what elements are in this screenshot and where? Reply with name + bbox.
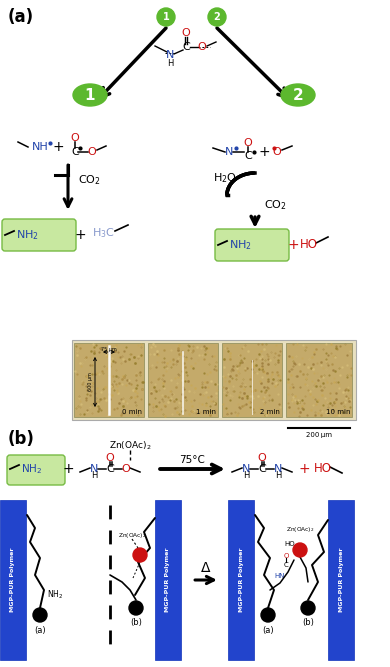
- Text: O: O: [182, 28, 190, 38]
- Bar: [148, 343, 218, 417]
- Bar: [74, 343, 144, 417]
- FancyBboxPatch shape: [2, 219, 76, 251]
- Text: C: C: [258, 464, 266, 474]
- Text: O: O: [71, 133, 80, 143]
- Text: HO: HO: [300, 239, 318, 251]
- Circle shape: [301, 601, 315, 615]
- Text: +: +: [298, 462, 310, 476]
- Text: MGP-PUR Polymer: MGP-PUR Polymer: [239, 548, 243, 612]
- Text: O: O: [106, 453, 114, 463]
- Text: O: O: [198, 42, 206, 52]
- Text: MGP-PUR Polymer: MGP-PUR Polymer: [165, 548, 170, 612]
- Circle shape: [33, 608, 47, 622]
- Bar: [286, 343, 352, 417]
- Bar: [328, 500, 354, 660]
- Text: O: O: [122, 464, 130, 474]
- Text: $\mathrm{Zn(OAc)_2}$: $\mathrm{Zn(OAc)_2}$: [286, 526, 314, 534]
- Text: $\mathrm{Zn(OAc)_2}$: $\mathrm{Zn(OAc)_2}$: [118, 530, 146, 540]
- Text: $\mathrm{H_3C}$: $\mathrm{H_3C}$: [92, 226, 115, 240]
- Text: +: +: [287, 238, 299, 252]
- Text: 2: 2: [214, 12, 220, 22]
- Text: H: H: [243, 472, 249, 480]
- Circle shape: [157, 8, 175, 26]
- Text: +: +: [74, 228, 86, 242]
- Text: $\mathrm{NH_2}$: $\mathrm{NH_2}$: [21, 462, 43, 476]
- Text: O: O: [88, 147, 96, 157]
- FancyBboxPatch shape: [7, 455, 65, 485]
- Text: C: C: [182, 42, 190, 52]
- Text: 75 μm: 75 μm: [101, 347, 117, 352]
- Text: 75°C: 75°C: [179, 455, 205, 465]
- Text: (b): (b): [130, 618, 142, 628]
- Text: (b): (b): [8, 430, 35, 448]
- Text: MGP-PUR Polymer: MGP-PUR Polymer: [339, 548, 344, 612]
- Text: $\mathrm{NH_2}$: $\mathrm{NH_2}$: [16, 228, 39, 242]
- Text: (b): (b): [302, 618, 314, 628]
- Text: N: N: [166, 50, 174, 60]
- Text: C: C: [106, 464, 114, 474]
- Text: 2 min: 2 min: [260, 409, 280, 415]
- Circle shape: [133, 548, 147, 562]
- Text: 1: 1: [85, 87, 95, 103]
- FancyBboxPatch shape: [72, 340, 356, 420]
- Text: MGP-PUR Polymer: MGP-PUR Polymer: [11, 548, 16, 612]
- Bar: [228, 500, 254, 660]
- Ellipse shape: [281, 84, 315, 106]
- FancyBboxPatch shape: [215, 229, 289, 261]
- Text: (a): (a): [34, 626, 46, 634]
- Text: $\mathrm{H_2O}$: $\mathrm{H_2O}$: [213, 171, 237, 185]
- Text: 0 min: 0 min: [122, 409, 142, 415]
- Text: O: O: [273, 147, 281, 157]
- Text: HO: HO: [314, 462, 332, 476]
- Text: HO: HO: [285, 541, 295, 547]
- Text: 200 μm: 200 μm: [306, 432, 332, 438]
- Bar: [0, 500, 26, 660]
- Text: Δ: Δ: [201, 561, 211, 575]
- Ellipse shape: [73, 84, 107, 106]
- Text: NH: NH: [32, 142, 49, 152]
- Text: O: O: [244, 138, 252, 148]
- Text: H: H: [275, 472, 281, 480]
- Text: H: H: [167, 59, 173, 67]
- Text: 1: 1: [163, 12, 169, 22]
- Circle shape: [293, 543, 307, 557]
- Text: C: C: [71, 147, 79, 157]
- Text: +: +: [52, 140, 64, 154]
- Text: 10 min: 10 min: [326, 409, 350, 415]
- Text: (a): (a): [8, 8, 34, 26]
- Text: +: +: [62, 462, 74, 476]
- Text: +: +: [258, 145, 270, 159]
- Text: C: C: [284, 562, 288, 568]
- Text: O: O: [283, 553, 289, 559]
- Text: N: N: [274, 464, 282, 474]
- Text: (a): (a): [262, 626, 274, 634]
- Text: O: O: [258, 453, 266, 463]
- Text: HN: HN: [275, 573, 285, 579]
- Text: C: C: [244, 151, 252, 161]
- Text: N: N: [242, 464, 250, 474]
- Circle shape: [129, 601, 143, 615]
- Text: H: H: [91, 472, 97, 480]
- Text: $\mathrm{CO_2}$: $\mathrm{CO_2}$: [264, 198, 287, 212]
- Text: $\mathrm{NH_2}$: $\mathrm{NH_2}$: [229, 238, 252, 252]
- Bar: [222, 343, 282, 417]
- Text: 2: 2: [292, 87, 303, 103]
- Text: N: N: [225, 147, 233, 157]
- Text: N: N: [90, 464, 98, 474]
- Bar: [155, 500, 181, 660]
- Circle shape: [261, 608, 275, 622]
- Text: $\mathrm{NH_2}$: $\mathrm{NH_2}$: [47, 589, 64, 601]
- Circle shape: [208, 8, 226, 26]
- Text: 600 μm: 600 μm: [88, 373, 93, 392]
- Text: 1 min: 1 min: [196, 409, 216, 415]
- Text: $\mathrm{CO_2}$: $\mathrm{CO_2}$: [78, 173, 101, 187]
- Text: $\mathrm{Zn(OAc)_2}$: $\mathrm{Zn(OAc)_2}$: [109, 440, 151, 452]
